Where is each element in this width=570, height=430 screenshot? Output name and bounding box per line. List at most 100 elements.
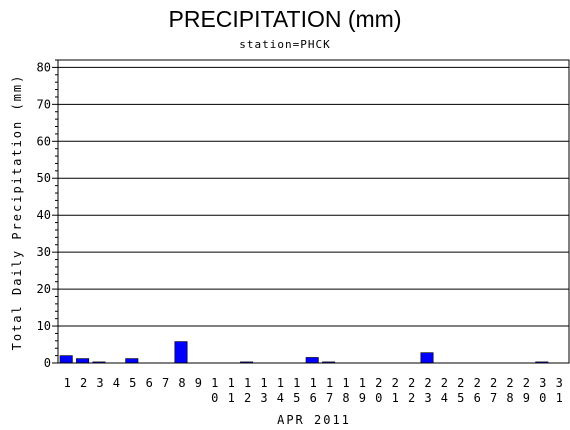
svg-text:1: 1 bbox=[211, 376, 218, 390]
x-tick-label: 2 bbox=[80, 376, 87, 390]
svg-text:6: 6 bbox=[310, 391, 317, 405]
svg-text:9: 9 bbox=[523, 391, 530, 405]
svg-text:1: 1 bbox=[277, 376, 284, 390]
x-tick-label: 29 bbox=[523, 376, 530, 405]
svg-text:8: 8 bbox=[506, 391, 513, 405]
svg-text:2: 2 bbox=[244, 391, 251, 405]
x-axis-label: APR 2011 bbox=[277, 413, 351, 427]
svg-text:1: 1 bbox=[228, 376, 235, 390]
svg-text:6: 6 bbox=[474, 391, 481, 405]
svg-text:1: 1 bbox=[260, 376, 267, 390]
y-tick-label: 30 bbox=[37, 245, 51, 259]
x-tick-label: 30 bbox=[539, 376, 546, 405]
x-tick-label: 24 bbox=[441, 376, 448, 405]
bar-16 bbox=[305, 357, 319, 364]
y-tick-label: 10 bbox=[37, 319, 51, 333]
x-tick-label: 26 bbox=[474, 376, 481, 405]
y-axis-label: Total Daily Precipitation (mm) bbox=[10, 74, 24, 351]
bar-1 bbox=[59, 355, 73, 364]
x-tick-label: 1 bbox=[64, 376, 71, 390]
bar-8 bbox=[174, 341, 188, 364]
svg-text:3: 3 bbox=[424, 391, 431, 405]
x-tick-label: 23 bbox=[424, 376, 431, 405]
x-tick-label: 6 bbox=[146, 376, 153, 390]
y-tick-label: 70 bbox=[37, 97, 51, 111]
x-tick-label: 28 bbox=[506, 376, 513, 405]
x-tick-label: 11 bbox=[228, 376, 235, 405]
svg-text:2: 2 bbox=[506, 376, 513, 390]
svg-text:0: 0 bbox=[539, 391, 546, 405]
x-tick-label: 14 bbox=[277, 376, 284, 405]
svg-text:4: 4 bbox=[277, 391, 284, 405]
svg-text:1: 1 bbox=[310, 376, 317, 390]
chart-subtitle: station=PHCK bbox=[239, 38, 331, 51]
x-tick-label: 3 bbox=[96, 376, 103, 390]
chart-title: PRECIPITATION (mm) bbox=[168, 6, 402, 32]
x-tick-label: 31 bbox=[556, 376, 563, 405]
svg-text:2: 2 bbox=[408, 376, 415, 390]
svg-text:9: 9 bbox=[359, 391, 366, 405]
x-tick-label: 16 bbox=[310, 376, 317, 405]
svg-text:2: 2 bbox=[80, 376, 87, 390]
x-tick-label: 8 bbox=[178, 376, 185, 390]
svg-text:0: 0 bbox=[211, 391, 218, 405]
svg-text:1: 1 bbox=[556, 391, 563, 405]
svg-text:0: 0 bbox=[375, 391, 382, 405]
svg-text:5: 5 bbox=[129, 376, 136, 390]
x-tick-label: 7 bbox=[162, 376, 169, 390]
svg-text:5: 5 bbox=[457, 391, 464, 405]
svg-text:4: 4 bbox=[113, 376, 120, 390]
svg-text:2: 2 bbox=[424, 376, 431, 390]
x-tick-label: 15 bbox=[293, 376, 300, 405]
svg-text:2: 2 bbox=[523, 376, 530, 390]
svg-text:7: 7 bbox=[326, 391, 333, 405]
svg-text:1: 1 bbox=[359, 376, 366, 390]
svg-text:2: 2 bbox=[392, 376, 399, 390]
svg-text:8: 8 bbox=[342, 391, 349, 405]
svg-text:1: 1 bbox=[293, 376, 300, 390]
plot-frame bbox=[57, 59, 570, 364]
x-tick-label: 18 bbox=[342, 376, 349, 405]
svg-text:3: 3 bbox=[260, 391, 267, 405]
svg-text:7: 7 bbox=[490, 391, 497, 405]
bar-23 bbox=[420, 352, 434, 364]
svg-text:8: 8 bbox=[178, 376, 185, 390]
svg-text:1: 1 bbox=[342, 376, 349, 390]
x-tick-label: 25 bbox=[457, 376, 464, 405]
svg-text:2: 2 bbox=[490, 376, 497, 390]
svg-text:1: 1 bbox=[64, 376, 71, 390]
bar-2 bbox=[76, 358, 90, 364]
y-tick-label: 20 bbox=[37, 282, 51, 296]
svg-text:2: 2 bbox=[375, 376, 382, 390]
svg-text:1: 1 bbox=[228, 391, 235, 405]
svg-text:4: 4 bbox=[441, 391, 448, 405]
svg-text:9: 9 bbox=[195, 376, 202, 390]
x-tick-label: 21 bbox=[392, 376, 399, 405]
x-tick-label: 20 bbox=[375, 376, 382, 405]
bar-5 bbox=[125, 358, 139, 364]
x-tick-label: 5 bbox=[129, 376, 136, 390]
svg-text:2: 2 bbox=[457, 376, 464, 390]
svg-text:3: 3 bbox=[539, 376, 546, 390]
bars bbox=[59, 341, 549, 364]
svg-text:1: 1 bbox=[244, 376, 251, 390]
x-tick-label: 27 bbox=[490, 376, 497, 405]
y-tick-label: 0 bbox=[44, 356, 51, 370]
x-tick-label: 9 bbox=[195, 376, 202, 390]
gridlines bbox=[58, 66, 569, 327]
y-tick-label: 60 bbox=[37, 134, 51, 148]
svg-text:2: 2 bbox=[441, 376, 448, 390]
svg-text:3: 3 bbox=[556, 376, 563, 390]
x-tick-label: 12 bbox=[244, 376, 251, 405]
svg-text:2: 2 bbox=[474, 376, 481, 390]
y-tick-label: 80 bbox=[37, 60, 51, 74]
x-tick-label: 22 bbox=[408, 376, 415, 405]
x-tick-label: 13 bbox=[260, 376, 267, 405]
y-axis: 0 10 20 30 40 50 60 70 80 bbox=[37, 59, 58, 370]
x-tick-label: 4 bbox=[113, 376, 120, 390]
svg-text:1: 1 bbox=[326, 376, 333, 390]
svg-text:7: 7 bbox=[162, 376, 169, 390]
svg-text:5: 5 bbox=[293, 391, 300, 405]
svg-text:2: 2 bbox=[408, 391, 415, 405]
